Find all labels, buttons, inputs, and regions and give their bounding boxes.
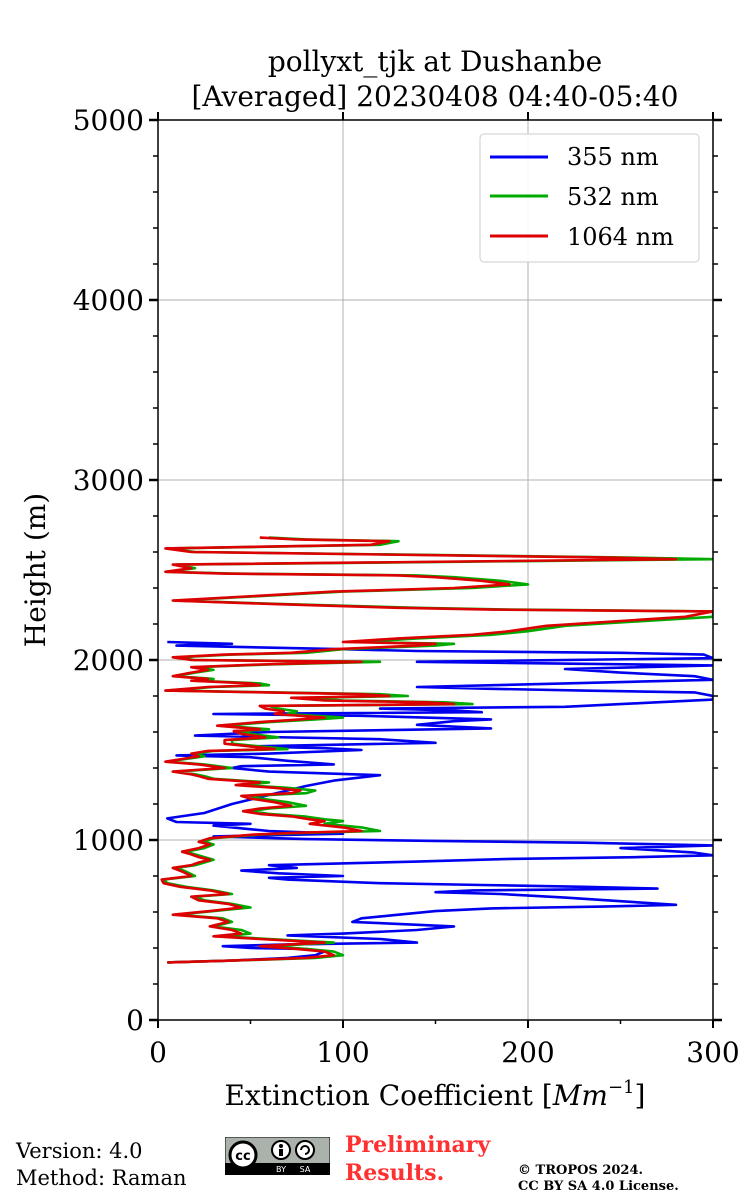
- copyright-line1: © TROPOS 2024.: [518, 1163, 644, 1178]
- legend-box: [479, 133, 700, 263]
- preliminary-line2: Results.: [345, 1160, 445, 1186]
- chart-title-line1: pollyxt_tjk at Dushanbe: [268, 45, 602, 78]
- preliminary-results-text: Preliminary Results.: [345, 1131, 490, 1187]
- y-tick-label: 4000: [73, 284, 144, 317]
- y-tick-label: 3000: [73, 464, 144, 497]
- series-line-1064-nm: [160, 536, 713, 964]
- x-tick-label: 300: [686, 1036, 739, 1069]
- cc-license-logo: cc BY SA: [225, 1137, 330, 1175]
- copyright-line2: CC BY SA 4.0 License.: [518, 1179, 679, 1194]
- y-tick-label: 0: [126, 1004, 144, 1037]
- version-text: Version: 4.0: [16, 1139, 143, 1163]
- cc-sa-text: SA: [300, 1165, 311, 1174]
- y-tick-label: 1000: [73, 824, 144, 857]
- legend-label-532: 532 nm: [567, 183, 659, 211]
- copyright-text: © TROPOS 2024. CC BY SA 4.0 License.: [518, 1163, 679, 1195]
- x-label-unit: Mm: [552, 1079, 608, 1112]
- series-layer: [160, 536, 713, 964]
- x-axis-label: Extinction Coefficient [Mm−1]: [225, 1077, 646, 1112]
- x-tick-label: 100: [316, 1036, 369, 1069]
- y-tick-label: 2000: [73, 644, 144, 677]
- x-label-exp: −1: [608, 1077, 635, 1098]
- chart-title-line2: [Averaged] 20230408 04:40-05:40: [192, 80, 679, 113]
- x-tick-label: 200: [501, 1036, 554, 1069]
- legend: 355 nm 532 nm 1064 nm: [479, 133, 700, 263]
- x-label-prefix: Extinction Coefficient [: [225, 1079, 553, 1112]
- series-line-355-nm: [166, 640, 713, 964]
- y-axis-label: Height (m): [19, 493, 52, 647]
- x-tick-label: 0: [149, 1036, 167, 1069]
- legend-label-1064: 1064 nm: [567, 223, 674, 251]
- y-tick-label: 5000: [73, 104, 144, 137]
- cc-badge-text: cc: [235, 1149, 250, 1164]
- preliminary-line1: Preliminary: [345, 1132, 491, 1158]
- method-text: Method: Raman: [16, 1166, 187, 1190]
- x-label-suffix: ]: [635, 1079, 646, 1112]
- chart: pollyxt_tjk at Dushanbe [Averaged] 20230…: [19, 45, 740, 1112]
- plot-frame: [157, 119, 714, 1021]
- cc-by-text: BY: [276, 1165, 286, 1174]
- legend-label-355: 355 nm: [567, 143, 659, 171]
